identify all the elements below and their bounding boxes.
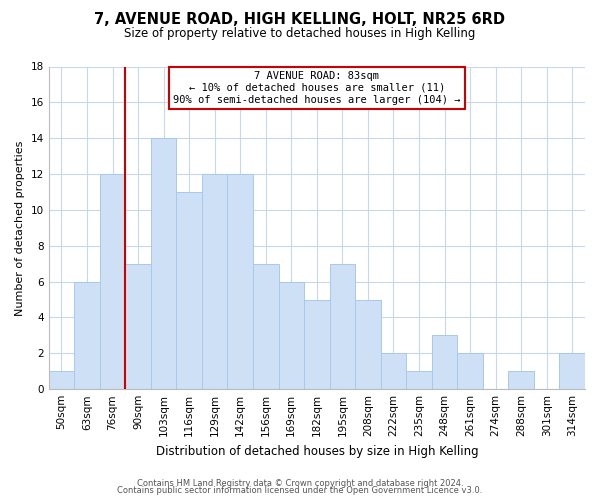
- Text: Contains public sector information licensed under the Open Government Licence v3: Contains public sector information licen…: [118, 486, 482, 495]
- Bar: [304, 300, 329, 389]
- Bar: [227, 174, 253, 389]
- Text: Size of property relative to detached houses in High Kelling: Size of property relative to detached ho…: [124, 28, 476, 40]
- Bar: [278, 282, 304, 389]
- Text: 7, AVENUE ROAD, HIGH KELLING, HOLT, NR25 6RD: 7, AVENUE ROAD, HIGH KELLING, HOLT, NR25…: [95, 12, 505, 28]
- Bar: [74, 282, 100, 389]
- Bar: [202, 174, 227, 389]
- X-axis label: Distribution of detached houses by size in High Kelling: Distribution of detached houses by size …: [155, 444, 478, 458]
- Bar: [49, 372, 74, 389]
- Y-axis label: Number of detached properties: Number of detached properties: [15, 140, 25, 316]
- Bar: [406, 372, 432, 389]
- Bar: [125, 264, 151, 389]
- Bar: [151, 138, 176, 389]
- Bar: [380, 354, 406, 389]
- Bar: [100, 174, 125, 389]
- Text: Contains HM Land Registry data © Crown copyright and database right 2024.: Contains HM Land Registry data © Crown c…: [137, 478, 463, 488]
- Bar: [355, 300, 380, 389]
- Text: 7 AVENUE ROAD: 83sqm
← 10% of detached houses are smaller (11)
90% of semi-detac: 7 AVENUE ROAD: 83sqm ← 10% of detached h…: [173, 72, 461, 104]
- Bar: [253, 264, 278, 389]
- Bar: [559, 354, 585, 389]
- Bar: [432, 336, 457, 389]
- Bar: [176, 192, 202, 389]
- Bar: [329, 264, 355, 389]
- Bar: [508, 372, 534, 389]
- Bar: [457, 354, 483, 389]
